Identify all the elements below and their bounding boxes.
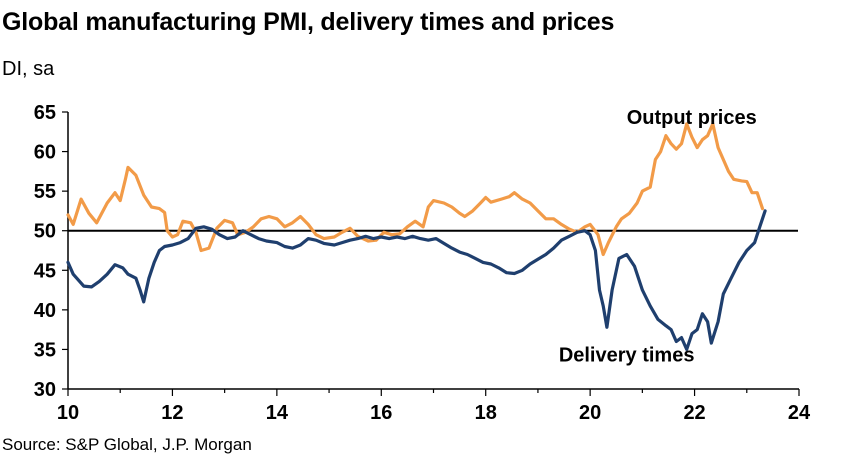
x-tick-label: 24: [788, 402, 811, 424]
series-line-output-prices: [66, 122, 765, 257]
y-tick-label: 50: [34, 221, 56, 243]
y-tick-label: 60: [34, 142, 56, 164]
x-tick-label: 22: [683, 402, 705, 424]
y-tick-label: 40: [34, 300, 56, 322]
series-label-output-prices: Output prices: [627, 107, 757, 129]
annotation-layer: Output prices Delivery times: [559, 107, 757, 366]
x-tick-label: 18: [475, 402, 497, 424]
x-tick-label: 16: [370, 402, 392, 424]
series-layer: [66, 122, 767, 351]
source-note: Source: S&P Global, J.P. Morgan: [2, 435, 252, 454]
y-tick-label: 65: [34, 102, 56, 124]
x-tick-label: 10: [57, 402, 79, 424]
x-tick-label: 12: [161, 402, 183, 424]
y-tick-label: 35: [34, 339, 56, 361]
chart-subtitle: DI, sa: [2, 58, 55, 80]
chart-title: Global manufacturing PMI, delivery times…: [2, 8, 615, 36]
y-tick-label: 30: [34, 379, 56, 401]
x-tick-label: 20: [579, 402, 601, 424]
series-label-delivery-times: Delivery times: [559, 344, 695, 366]
x-tick-label: 14: [266, 402, 289, 424]
y-tick-label: 45: [34, 260, 56, 282]
y-tick-label: 55: [34, 181, 56, 203]
series-line-delivery-times: [66, 209, 767, 351]
